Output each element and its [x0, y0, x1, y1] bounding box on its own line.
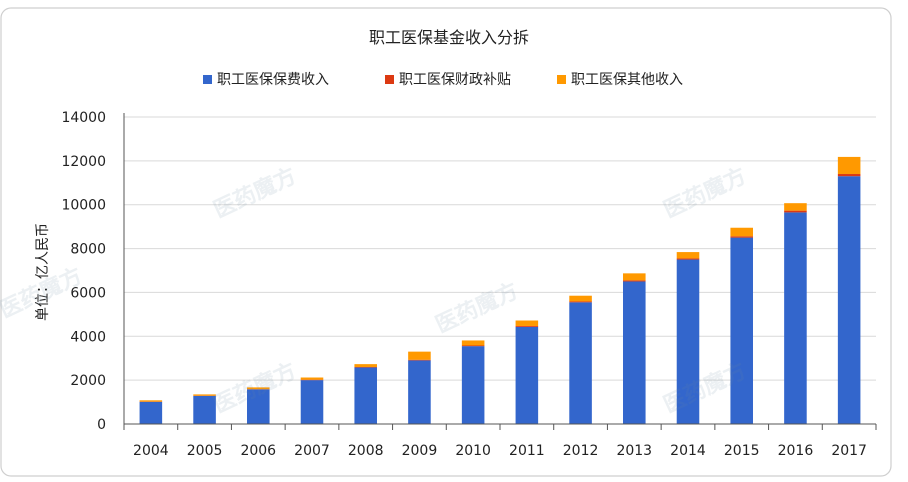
bar-segment	[408, 360, 431, 361]
x-tick-label: 2012	[563, 443, 599, 459]
bar-segment	[569, 296, 592, 302]
y-tick-label: 2000	[70, 373, 106, 389]
bar-segment	[784, 212, 807, 424]
x-tick-label: 2005	[187, 443, 223, 459]
bar-segment	[569, 301, 592, 302]
bar-segment	[784, 211, 807, 213]
bar-segment	[408, 360, 431, 424]
legend: 职工医保保费收入 职工医保财政补贴 职工医保其他收入	[203, 72, 683, 88]
bar-segment	[516, 327, 539, 424]
bar-segment	[408, 352, 431, 360]
legend-swatch-premium	[203, 75, 212, 84]
bar-segment	[569, 302, 592, 424]
x-tick-label: 2004	[133, 443, 169, 459]
bar-segment	[623, 280, 646, 281]
bar-segment	[677, 258, 700, 259]
legend-swatch-subsidy	[385, 75, 394, 84]
bar-segment	[677, 252, 700, 258]
bar-segment	[354, 367, 377, 424]
bar-segment	[301, 378, 324, 380]
y-tick-label: 10000	[61, 198, 106, 214]
chart-title: 职工医保基金收入分拆	[369, 28, 529, 47]
bar-segment	[838, 157, 861, 174]
y-tick-label: 0	[97, 417, 106, 433]
bar-segment	[462, 346, 485, 424]
bar-segment	[140, 400, 163, 401]
x-tick-label: 2011	[509, 443, 545, 459]
legend-label-subsidy: 职工医保财政补贴	[399, 72, 511, 88]
bar-segment	[838, 176, 861, 424]
legend-swatch-other	[557, 75, 566, 84]
bar-segment	[623, 273, 646, 280]
x-tick-label: 2009	[402, 443, 438, 459]
x-tick-label: 2017	[831, 443, 867, 459]
x-tick-label: 2013	[616, 443, 652, 459]
x-tick-label: 2007	[294, 443, 330, 459]
legend-label-other: 职工医保其他收入	[571, 72, 683, 88]
bar-segment	[784, 203, 807, 210]
bar-segment	[301, 380, 324, 424]
y-tick-label: 14000	[61, 110, 106, 126]
bar-segment	[462, 340, 485, 345]
x-tick-label: 2015	[724, 443, 760, 459]
bar-segment	[516, 326, 539, 327]
x-tick-label: 2008	[348, 443, 384, 459]
bar-segment	[623, 281, 646, 424]
x-tick-label: 2016	[778, 443, 814, 459]
bar-segment	[730, 228, 753, 237]
bar-segment	[462, 345, 485, 346]
x-tick-label: 2010	[455, 443, 491, 459]
y-tick-label: 8000	[70, 242, 106, 258]
y-tick-label: 12000	[61, 154, 106, 170]
x-tick-label: 2014	[670, 443, 706, 459]
bar-segment	[838, 174, 861, 176]
bar-segment	[730, 238, 753, 424]
legend-label-premium: 职工医保保费收入	[217, 72, 329, 88]
bar-segment	[516, 320, 539, 325]
bar-segment	[140, 402, 163, 424]
x-tick-label: 2006	[240, 443, 276, 459]
bar-segment	[730, 236, 753, 237]
bar-segment	[354, 364, 377, 367]
y-tick-label: 4000	[70, 329, 106, 345]
